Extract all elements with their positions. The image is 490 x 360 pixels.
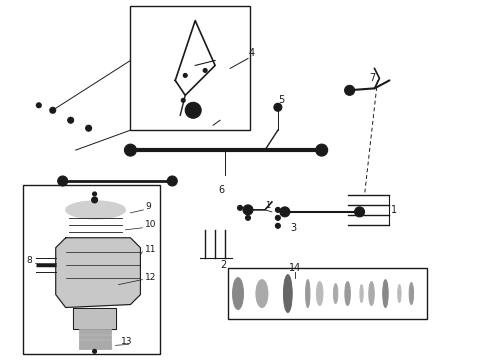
Text: 12: 12 (146, 273, 157, 282)
Circle shape (355, 207, 365, 217)
Circle shape (50, 107, 56, 113)
Ellipse shape (317, 282, 323, 306)
Text: 7: 7 (369, 73, 376, 84)
Ellipse shape (369, 282, 374, 306)
Circle shape (36, 103, 41, 108)
Bar (78, 340, 111, 345)
Circle shape (203, 68, 207, 72)
Circle shape (68, 117, 74, 123)
Ellipse shape (409, 283, 414, 305)
Text: 13: 13 (121, 337, 132, 346)
Text: 2: 2 (220, 260, 226, 270)
Ellipse shape (66, 201, 125, 219)
Bar (228, 268, 427, 319)
Text: 8: 8 (27, 256, 33, 265)
Circle shape (275, 207, 280, 212)
Circle shape (316, 144, 328, 156)
Bar (78, 336, 111, 339)
Text: 10: 10 (146, 220, 157, 229)
Ellipse shape (360, 285, 363, 302)
Circle shape (183, 73, 187, 77)
Ellipse shape (256, 280, 268, 307)
Circle shape (280, 207, 290, 217)
Text: 14: 14 (289, 263, 301, 273)
Ellipse shape (345, 282, 350, 306)
Circle shape (274, 103, 282, 111)
Text: 3: 3 (290, 223, 296, 233)
Circle shape (275, 223, 280, 228)
Polygon shape (56, 238, 141, 307)
Text: 11: 11 (146, 245, 157, 254)
Circle shape (93, 192, 97, 196)
Circle shape (167, 176, 177, 186)
Text: 6: 6 (218, 185, 224, 195)
Ellipse shape (334, 284, 338, 303)
Bar (130, 6, 250, 130)
Bar (78, 329, 111, 334)
Circle shape (92, 197, 98, 203)
Text: 4: 4 (249, 49, 255, 58)
Circle shape (181, 98, 185, 102)
Circle shape (344, 85, 355, 95)
Circle shape (93, 349, 97, 353)
Circle shape (86, 125, 92, 131)
Ellipse shape (233, 278, 244, 310)
Circle shape (243, 205, 253, 215)
Ellipse shape (283, 275, 292, 312)
Ellipse shape (383, 280, 388, 307)
Ellipse shape (398, 285, 401, 302)
Text: 5: 5 (278, 95, 284, 105)
Circle shape (124, 144, 136, 156)
Text: 1: 1 (265, 201, 270, 210)
Circle shape (58, 176, 68, 186)
Circle shape (185, 102, 201, 118)
Circle shape (245, 215, 250, 220)
Circle shape (238, 206, 243, 210)
Bar (78, 345, 111, 349)
Bar (23, 185, 160, 354)
Text: 1: 1 (392, 205, 397, 215)
Circle shape (275, 215, 280, 220)
Ellipse shape (306, 280, 310, 307)
Polygon shape (73, 307, 116, 329)
Text: 9: 9 (146, 202, 151, 211)
